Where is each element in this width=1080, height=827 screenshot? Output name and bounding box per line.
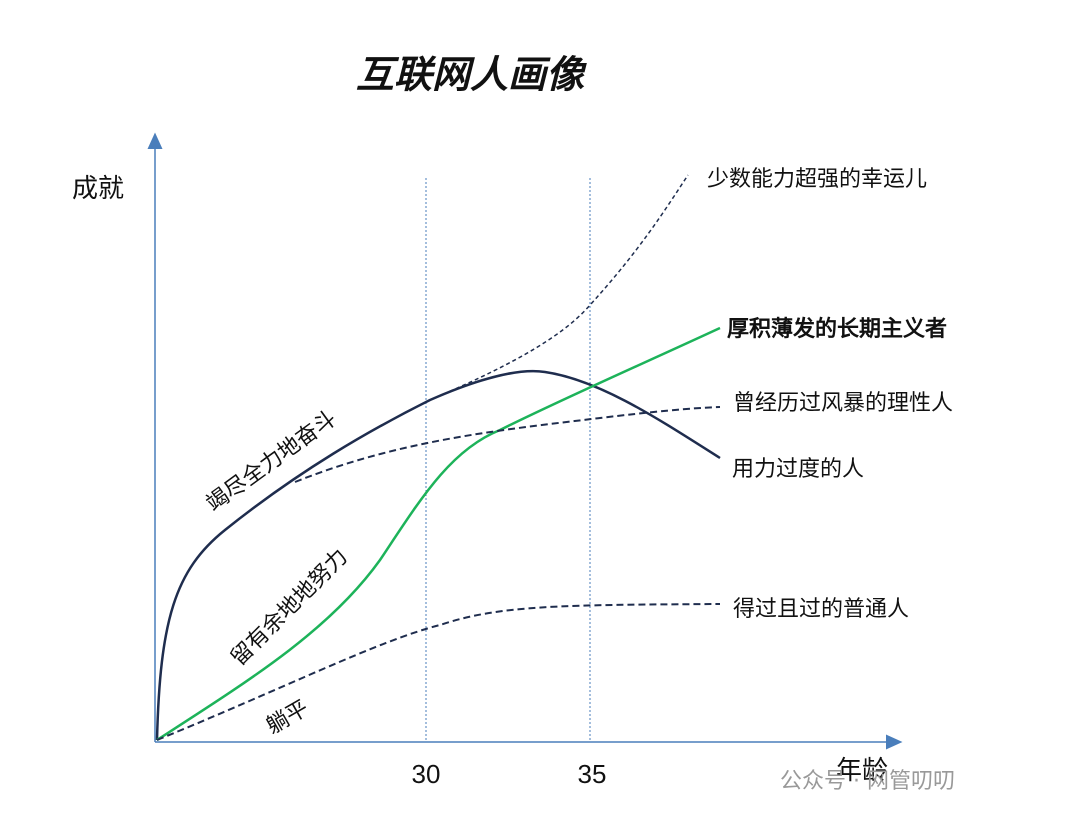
x-tick-label: 35 <box>578 759 607 789</box>
curve-label: 曾经历过风暴的理性人 <box>733 391 953 416</box>
x-axis-label: 年龄 <box>836 756 888 786</box>
curve-label: 用力过度的人 <box>732 457 864 482</box>
stage-label: 躺平 <box>262 696 313 740</box>
curve-label: 厚积薄发的长期主义者 <box>727 316 947 342</box>
rational-curve <box>294 406 721 483</box>
curve-label: 得过且过的普通人 <box>733 597 909 622</box>
x-tick-label: 30 <box>412 759 441 789</box>
y-axis-label: 成就 <box>72 174 124 204</box>
watermark: 公众号 · 网管叨叨 <box>780 769 955 794</box>
lucky-curve <box>429 174 689 401</box>
long-term-curve <box>156 326 721 742</box>
title: 互联网人画像 <box>356 52 587 97</box>
overworked-curve <box>155 369 721 741</box>
curve-label: 少数能力超强的幸运儿 <box>707 167 927 192</box>
ordinary-curve <box>156 603 721 741</box>
stage-label: 留有余地地努力 <box>226 544 353 671</box>
